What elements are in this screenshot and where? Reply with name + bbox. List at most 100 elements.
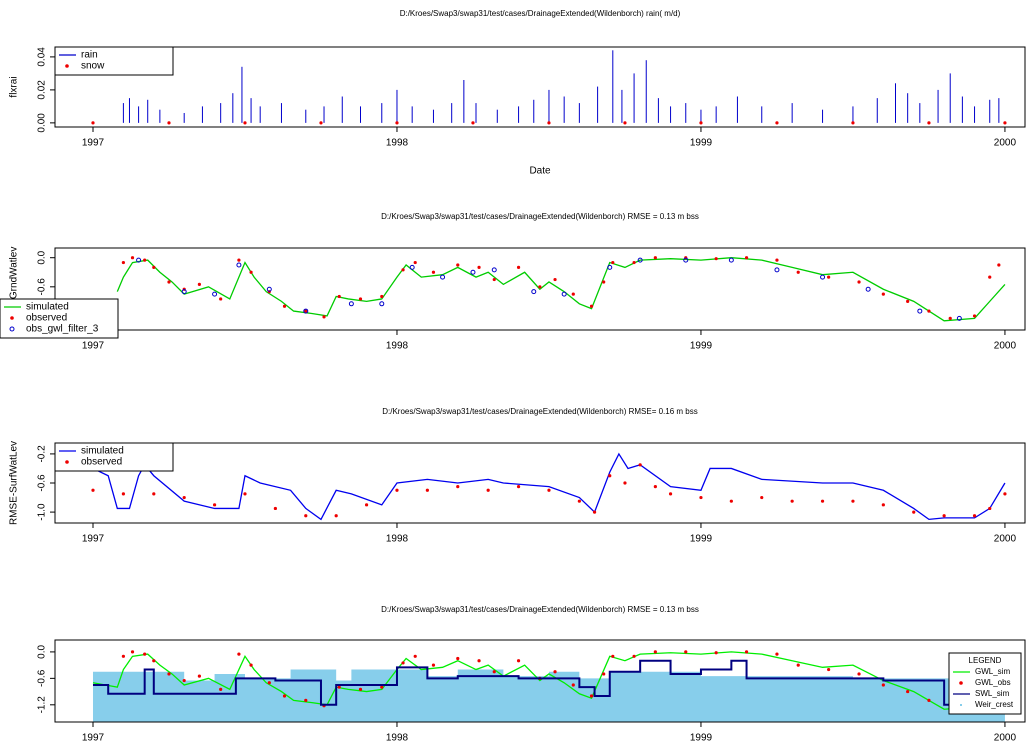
point — [632, 654, 636, 658]
point — [182, 495, 186, 500]
point — [212, 503, 217, 507]
panel: D:/Kroes/Swap3/swap31/test/cases/Drainag… — [9, 407, 1026, 545]
point — [249, 270, 253, 274]
point — [684, 650, 688, 654]
point — [997, 263, 1001, 267]
legend-symbol — [65, 460, 69, 464]
circle-point — [683, 257, 689, 263]
point — [282, 304, 287, 308]
point — [395, 121, 399, 125]
point — [927, 309, 931, 313]
legend-symbol — [10, 316, 14, 320]
legend-label: SWL_sim — [975, 689, 1010, 698]
point — [714, 651, 718, 655]
point — [744, 650, 749, 654]
point — [796, 270, 800, 274]
legend-box — [0, 298, 119, 339]
chart-title: D:/Kroes/Swap3/swap31/test/cases/Drainag… — [381, 605, 699, 614]
legend-symbol — [9, 326, 15, 332]
point — [91, 121, 95, 125]
point — [653, 485, 657, 489]
y-tick-label: 0.02 — [37, 80, 48, 100]
y-tick-label: -0.6 — [37, 278, 48, 296]
circle-point — [348, 301, 354, 307]
panel: D:/Kroes/Swap3/swap31/test/cases/Drainag… — [37, 605, 1026, 744]
point — [456, 656, 460, 661]
point — [477, 659, 481, 663]
point — [456, 263, 460, 267]
point — [492, 670, 496, 674]
point — [608, 474, 612, 478]
point — [611, 654, 615, 658]
point — [775, 121, 779, 125]
point — [881, 292, 885, 296]
point — [547, 121, 551, 125]
point — [152, 659, 156, 663]
legend-label: obs_gwl_filter_3 — [26, 324, 99, 335]
point — [553, 277, 557, 282]
circle-point — [236, 262, 242, 268]
point — [319, 121, 323, 125]
point — [334, 514, 338, 518]
point — [775, 258, 779, 262]
point — [906, 299, 910, 303]
legend-box — [54, 46, 174, 76]
point — [358, 687, 363, 691]
point — [538, 285, 542, 289]
point — [219, 687, 223, 691]
point — [267, 681, 271, 685]
chart-title: D:/Kroes/Swap3/swap31/test/cases/Drainag… — [400, 9, 681, 18]
point — [699, 495, 703, 500]
circle-point — [136, 257, 142, 263]
point — [401, 268, 405, 272]
point — [425, 488, 429, 492]
point — [167, 121, 171, 125]
x-tick-label: 1997 — [82, 341, 105, 352]
point — [906, 689, 910, 694]
point — [167, 672, 171, 676]
point — [143, 258, 147, 262]
point — [623, 121, 627, 125]
point — [273, 506, 277, 511]
y-tick-label: -1.0 — [37, 503, 48, 521]
panel: D:/Kroes/Swap3/swap31/test/cases/Drainag… — [0, 212, 1026, 352]
point — [152, 492, 156, 496]
point — [1003, 492, 1007, 496]
y-tick-label: -0.2 — [37, 445, 48, 463]
point — [589, 694, 594, 698]
point — [130, 650, 135, 654]
circle-point — [212, 291, 218, 297]
legend-label: simulated — [26, 302, 69, 313]
circle-point — [181, 289, 187, 295]
point — [553, 670, 557, 674]
legend-label: observed — [26, 313, 67, 324]
y-tick-label: 0.0 — [37, 250, 48, 264]
point — [413, 654, 417, 658]
x-tick-label: 1999 — [690, 341, 713, 352]
y-tick-label: -0.6 — [37, 474, 48, 492]
x-tick-label: 2000 — [994, 733, 1017, 744]
circle-point — [266, 286, 272, 292]
point — [486, 488, 490, 492]
point — [912, 510, 916, 514]
point — [471, 121, 475, 125]
point — [492, 277, 496, 282]
line — [116, 257, 1006, 322]
point — [668, 492, 673, 496]
point — [237, 652, 241, 656]
point — [431, 663, 436, 667]
point — [413, 260, 417, 265]
point — [857, 280, 861, 284]
point — [516, 265, 521, 270]
point — [638, 463, 642, 467]
point — [988, 275, 992, 279]
point — [714, 257, 718, 261]
point — [121, 492, 125, 496]
point — [322, 315, 326, 319]
point — [571, 683, 575, 687]
chart-title: D:/Kroes/Swap3/swap31/test/cases/Drainag… — [381, 212, 699, 221]
x-tick-label: 2000 — [994, 138, 1017, 149]
point — [152, 265, 156, 270]
legend-box — [54, 442, 174, 472]
circle-point — [561, 291, 567, 297]
